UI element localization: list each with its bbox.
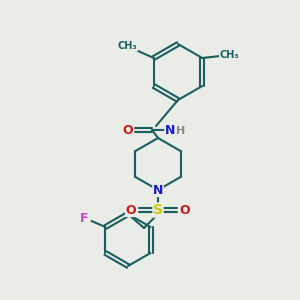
- Text: H: H: [176, 126, 186, 136]
- Text: O: O: [126, 203, 136, 217]
- Text: N: N: [153, 184, 163, 196]
- Text: F: F: [80, 212, 89, 224]
- Text: S: S: [153, 203, 163, 217]
- Text: CH₃: CH₃: [118, 41, 138, 51]
- Text: N: N: [165, 124, 175, 136]
- Text: O: O: [123, 124, 133, 136]
- Text: O: O: [180, 203, 190, 217]
- Text: CH₃: CH₃: [219, 50, 239, 60]
